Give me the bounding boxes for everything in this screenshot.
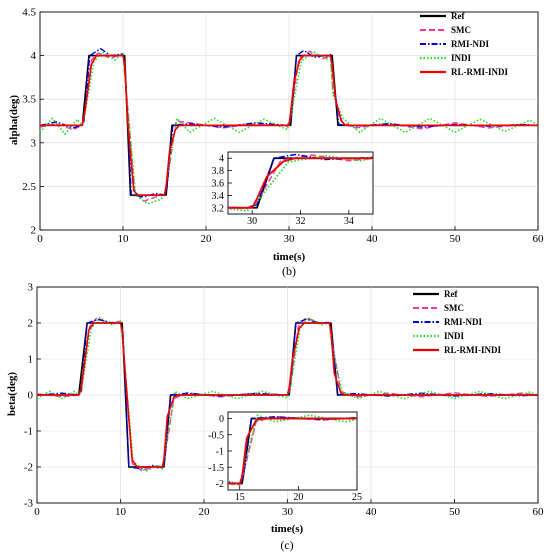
- beta-inset-axes-ytick-label: -1: [216, 447, 224, 458]
- beta-legend: Ref SMC RMI-NDI INDI RL-RMI-INDI: [413, 289, 501, 355]
- beta-main-axes-ytick-label: -3: [24, 498, 34, 510]
- beta-legend-label-smc: SMC: [444, 303, 464, 313]
- alpha-main-axes-xtick-label: 10: [118, 233, 130, 245]
- beta-main-axes-ytick-label: 2: [28, 318, 34, 330]
- beta-legend-label-rmi-ndi: RMI-NDI: [444, 317, 482, 327]
- alpha-legend-label-rmi-ndi: RMI-NDI: [451, 39, 489, 49]
- beta-inset-axes-xtick-label: 25: [352, 492, 362, 503]
- alpha-legend-label-smc: SMC: [451, 25, 471, 35]
- beta-inset-series-rl-rmi-indi: [228, 417, 357, 485]
- alpha-main-axes-ytick-label: 4.5: [22, 7, 36, 19]
- beta-main-axes-xtick-label: 30: [282, 506, 294, 518]
- beta-inset-axes-xtick-label: 15: [235, 492, 245, 503]
- alpha-main-axes-xtick-label: 30: [284, 233, 296, 245]
- alpha-legend-label-indi: INDI: [451, 53, 472, 63]
- beta-main-axes-xtick-label: 0: [34, 506, 40, 518]
- beta-legend-label-indi: INDI: [444, 331, 465, 341]
- beta-chart: beta(deg) time(s) (c) 0 10 20 30 40 50 60-3-2-…: [6, 282, 545, 553]
- beta-series-rl-rmi-indi: [37, 322, 538, 468]
- alpha-chart: alpha(deg) time(s) (b) 0 10 20 30 40 50 60 2 2.5…: [8, 7, 545, 279]
- alpha-inset-axes-ytick-label: 4: [219, 154, 224, 165]
- alpha-legend-label-ref: Ref: [451, 11, 465, 21]
- alpha-inset-axes-ytick-label: 3.6: [212, 179, 225, 190]
- alpha-main-axes-ytick-label: 2.5: [22, 181, 36, 193]
- alpha-main-axes-xtick-label: 40: [367, 233, 379, 245]
- beta-main-axes-xtick-label: 40: [366, 506, 378, 518]
- alpha-inset-axes-xtick-label: 34: [344, 216, 354, 227]
- alpha-main-axes-xtick-label: 50: [450, 233, 462, 245]
- alpha-caption: (b): [282, 264, 296, 278]
- beta-inset-axes-ytick-label: -2: [216, 479, 224, 490]
- beta-inset-axes-ytick-label: 0: [219, 414, 224, 425]
- alpha-xlabel: time(s): [273, 251, 306, 263]
- beta-xlabel: time(s): [271, 523, 304, 535]
- beta-ylabel: beta(deg): [6, 372, 18, 416]
- alpha-main-axes-ytick-label: 3: [31, 137, 37, 149]
- alpha-ylabel: alpha(deg): [8, 95, 20, 145]
- beta-main-axes-xtick-label: 10: [115, 506, 127, 518]
- alpha-inset-axes-ytick-label: 3.2: [212, 203, 225, 214]
- alpha-inset-axes-frame: [227, 151, 374, 215]
- alpha-legend: Ref SMC RMI-NDI INDI RL-RMI-INDI: [420, 11, 508, 77]
- alpha-main-axes-xtick-label: 60: [533, 233, 545, 245]
- beta-main-axes-ytick-label: 3: [28, 282, 34, 294]
- alpha-inset-axes-xtick-label: 32: [296, 216, 306, 227]
- alpha-inset-axes-xtick-label: 30: [247, 216, 257, 227]
- beta-inset-series-ref: [228, 417, 357, 485]
- beta-inset-axes: 15 20 25 -2 -1.5 -1 -0.5 0: [208, 411, 362, 503]
- beta-main-axes-ytick-label: -1: [24, 426, 33, 438]
- alpha-legend-label-rl-rmi-indi: RL-RMI-INDI: [451, 67, 508, 77]
- alpha-inset-axes-ytick-label: 3.8: [212, 166, 225, 177]
- alpha-series-rl-rmi-indi: [40, 54, 538, 196]
- beta-main-axes-ytick-label: -2: [24, 462, 33, 474]
- beta-inset-axes-ytick-label: -1.5: [208, 463, 224, 474]
- alpha-main-axes-ytick-label: 3.5: [22, 94, 36, 106]
- alpha-main-axes-ytick-label: 4: [31, 50, 37, 62]
- alpha-main-axes-ytick-label: 2: [31, 225, 37, 237]
- beta-inset-axes-xtick-label: 20: [293, 492, 303, 503]
- alpha-main-axes-xtick-label: 0: [37, 233, 43, 245]
- beta-main-axes-xtick-label: 60: [533, 506, 545, 518]
- beta-inset-axes-ytick-label: -0.5: [208, 430, 224, 441]
- beta-caption: (c): [280, 538, 293, 552]
- alpha-inset-axes: 30 32 34 3.23.43.6 3.84: [212, 151, 374, 227]
- beta-main-axes-xtick-label: 50: [449, 506, 461, 518]
- beta-legend-label-rl-rmi-indi: RL-RMI-INDI: [444, 345, 501, 355]
- beta-legend-label-ref: Ref: [444, 289, 458, 299]
- beta-main-axes-xtick-label: 20: [199, 506, 211, 518]
- beta-main-axes-ytick-label: 0: [28, 390, 34, 402]
- alpha-main-axes-xtick-label: 20: [201, 233, 213, 245]
- beta-main-axes-ytick-label: 1: [28, 354, 34, 366]
- alpha-inset-axes-ytick-label: 3.4: [212, 191, 225, 202]
